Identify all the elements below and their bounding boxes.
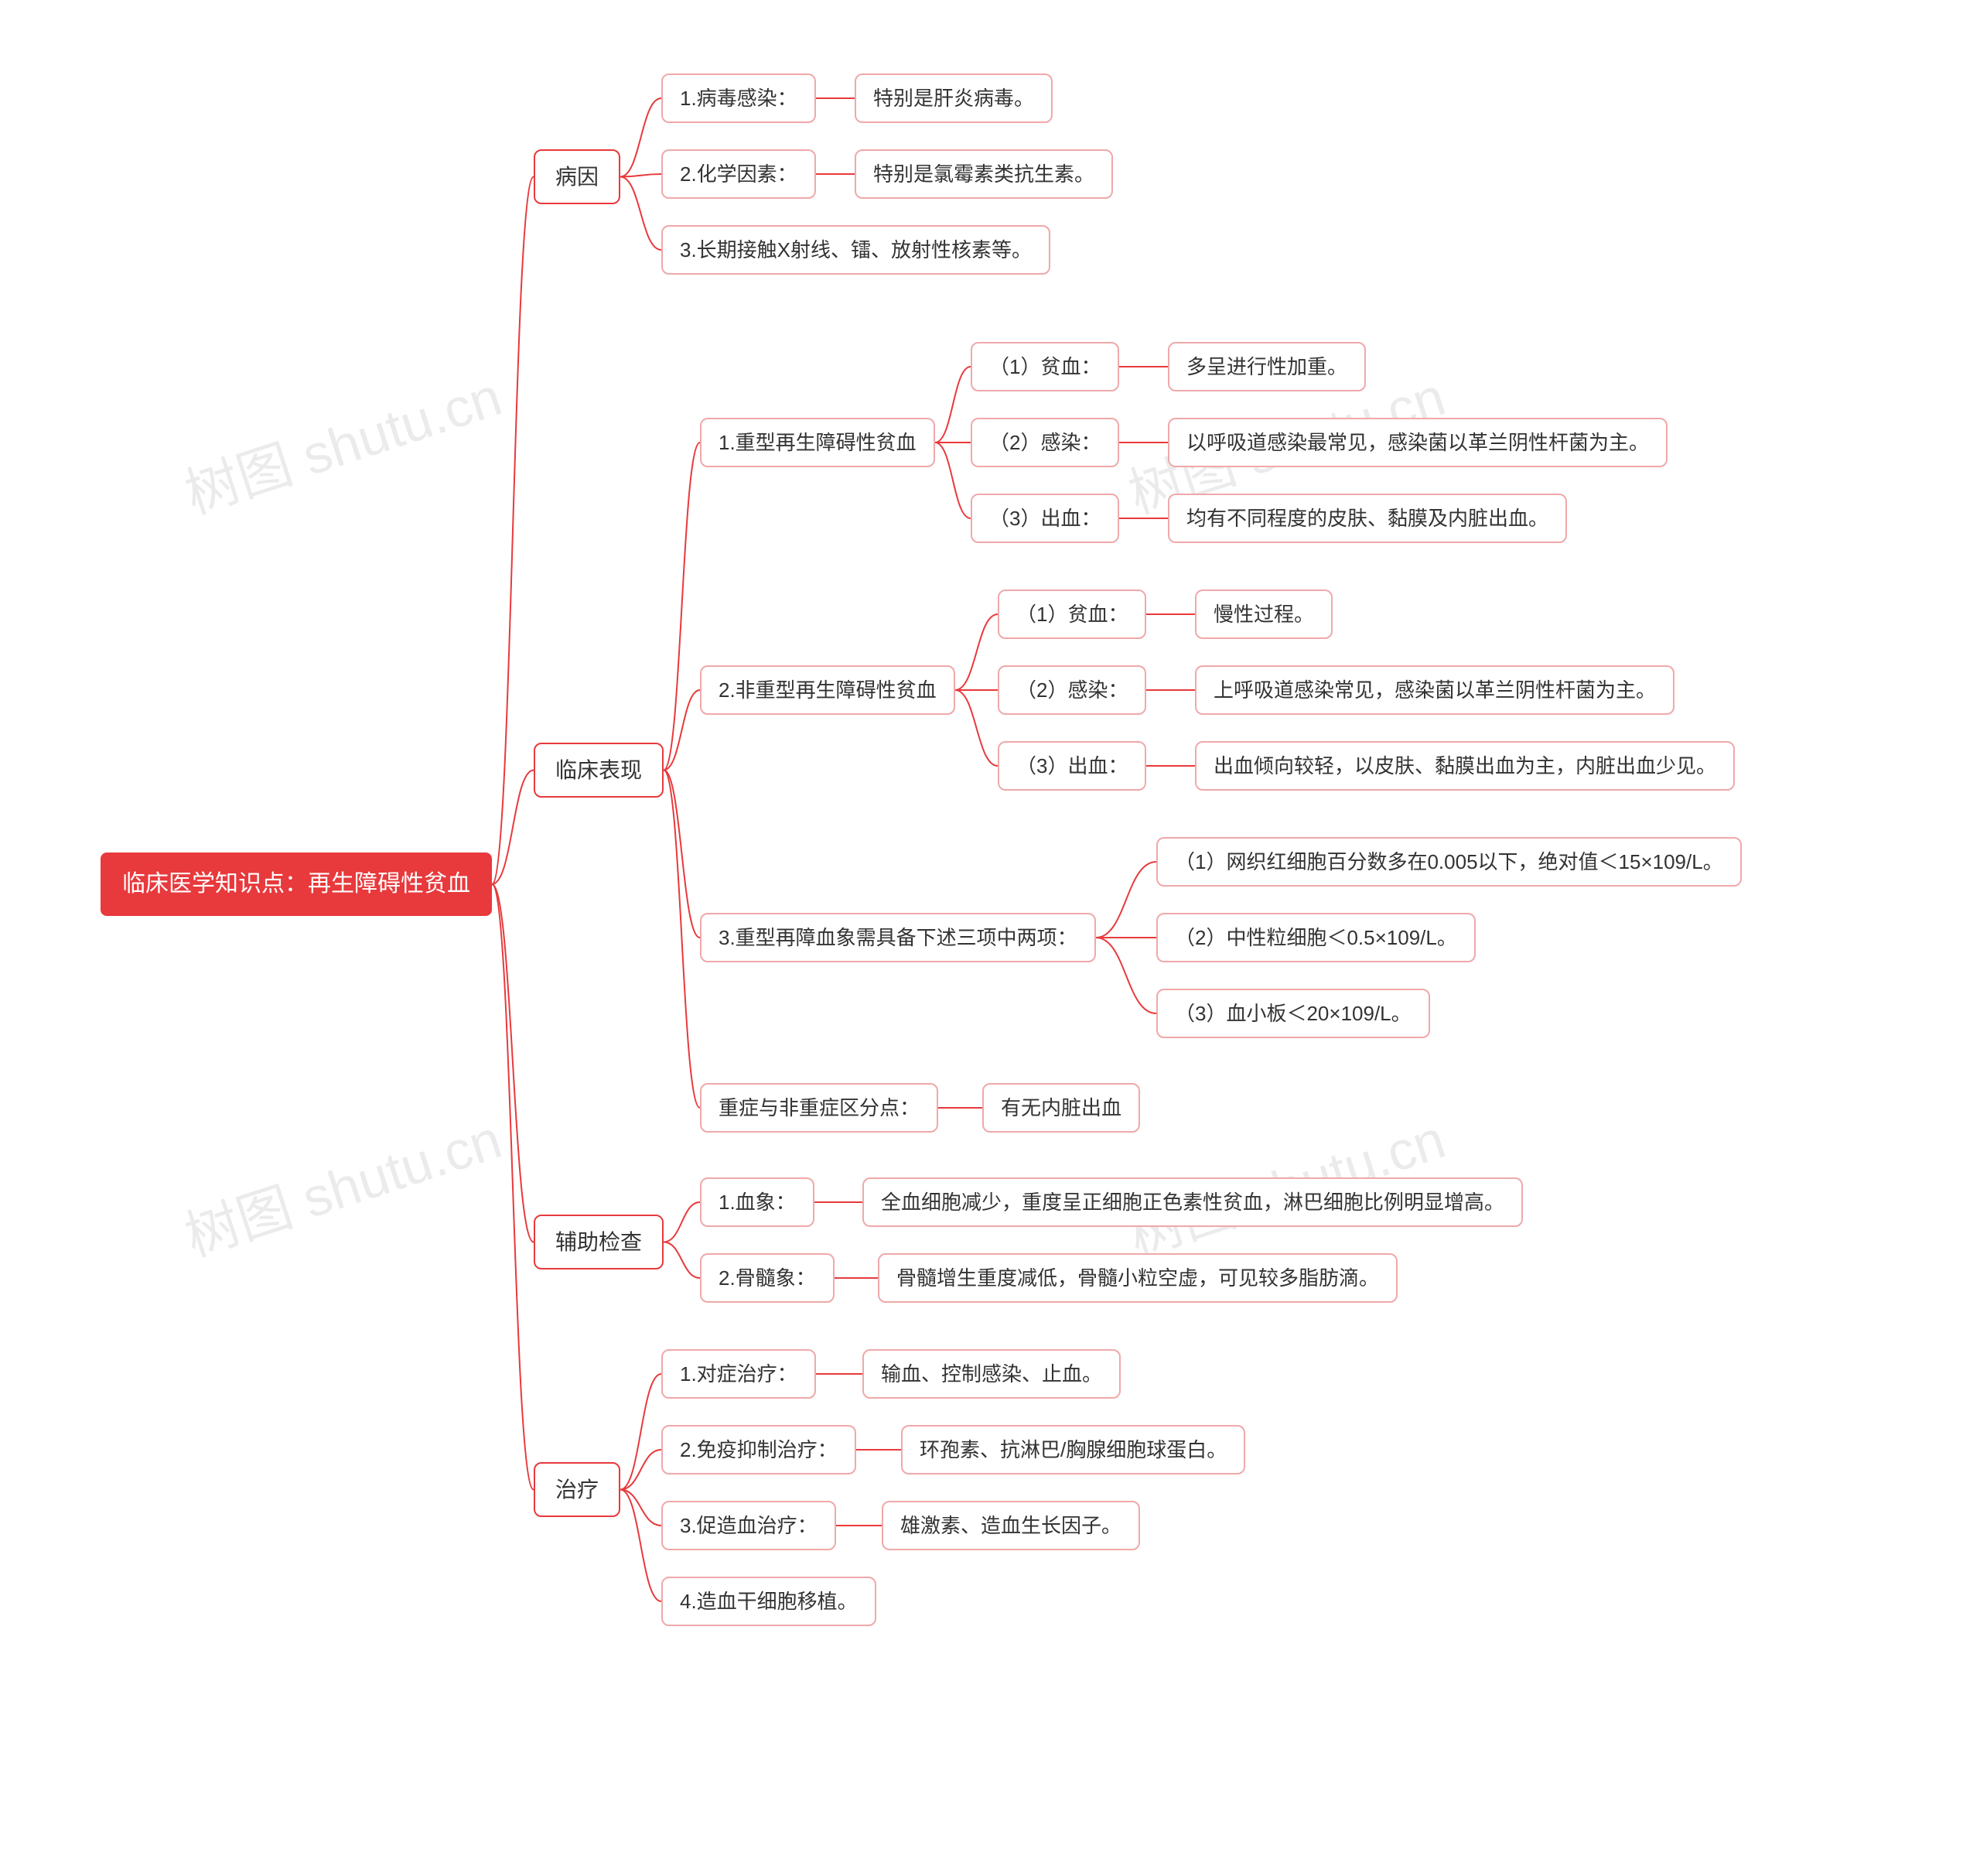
connector [620, 174, 661, 177]
connector [935, 367, 971, 443]
node-b2c1[interactable]: （1）网织红细胞百分数多在0.005以下，绝对值＜15×109/L。 [1156, 837, 1742, 887]
connector [664, 443, 700, 771]
connector [620, 1374, 661, 1490]
mindmap-canvas: 树图 shutu.cn树图 shutu.cn树图 shutu.cn树图 shut… [0, 0, 1980, 1876]
watermark: 树图 shutu.cn [174, 1096, 510, 1272]
node-b2a[interactable]: 1.重型再生障碍性贫血 [700, 418, 935, 467]
node-b1b[interactable]: 2.化学因素： [661, 149, 816, 199]
node-b4a[interactable]: 1.对症治疗： [661, 1349, 816, 1399]
node-b2b2[interactable]: （2）感染： [998, 665, 1146, 715]
node-b2c[interactable]: 3.重型再障血象需具备下述三项中两项： [700, 913, 1096, 962]
node-b2d1[interactable]: 有无内脏出血 [982, 1083, 1140, 1133]
connector [492, 177, 534, 885]
node-b2b3x[interactable]: 出血倾向较轻，以皮肤、黏膜出血为主，内脏出血少见。 [1195, 741, 1735, 791]
node-b2d[interactable]: 重症与非重症区分点： [700, 1083, 938, 1133]
connector [492, 884, 534, 1242]
node-b2b[interactable]: 2.非重型再生障碍性贫血 [700, 665, 955, 715]
node-b4b[interactable]: 2.免疫抑制治疗： [661, 1425, 856, 1474]
node-b2b3[interactable]: （3）出血： [998, 741, 1146, 791]
node-b1a[interactable]: 1.病毒感染： [661, 73, 816, 123]
watermark: 树图 shutu.cn [174, 354, 510, 529]
connector [620, 1450, 661, 1490]
node-b2b2x[interactable]: 上呼吸道感染常见，感染菌以革兰阴性杆菌为主。 [1195, 665, 1674, 715]
node-b1[interactable]: 病因 [534, 149, 620, 204]
node-b2a2[interactable]: （2）感染： [971, 418, 1119, 467]
node-b2c3[interactable]: （3）血小板＜20×109/L。 [1156, 989, 1430, 1038]
node-b1c[interactable]: 3.长期接触X射线、镭、放射性核素等。 [661, 225, 1050, 275]
node-b4a1[interactable]: 输血、控制感染、止血。 [862, 1349, 1121, 1399]
connector [664, 1202, 700, 1242]
node-b3a[interactable]: 1.血象： [700, 1177, 814, 1227]
connector [620, 177, 661, 251]
node-b1a1[interactable]: 特别是肝炎病毒。 [855, 73, 1053, 123]
node-b3a1[interactable]: 全血细胞减少，重度呈正细胞正色素性贫血，淋巴细胞比例明显增高。 [862, 1177, 1523, 1227]
node-b3b[interactable]: 2.骨髓象： [700, 1253, 835, 1303]
connector [620, 1490, 661, 1526]
connector [664, 771, 700, 938]
node-b2[interactable]: 临床表现 [534, 743, 664, 798]
connector [955, 614, 998, 690]
connector [620, 1490, 661, 1602]
node-b4d[interactable]: 4.造血干细胞移植。 [661, 1577, 876, 1626]
node-b2a3[interactable]: （3）出血： [971, 494, 1119, 543]
node-root[interactable]: 临床医学知识点：再生障碍性贫血 [101, 853, 492, 916]
node-b3b1[interactable]: 骨髓增生重度减低，骨髓小粒空虚，可见较多脂肪滴。 [878, 1253, 1398, 1303]
connector [492, 884, 534, 1490]
node-b4b1[interactable]: 环孢素、抗淋巴/胸腺细胞球蛋白。 [901, 1425, 1245, 1474]
node-b2a3x[interactable]: 均有不同程度的皮肤、黏膜及内脏出血。 [1168, 494, 1567, 543]
node-b2a1[interactable]: （1）贫血： [971, 342, 1119, 391]
connector [664, 690, 700, 771]
node-b2c2[interactable]: （2）中性粒细胞＜0.5×109/L。 [1156, 913, 1476, 962]
node-b1b1[interactable]: 特别是氯霉素类抗生素。 [855, 149, 1113, 199]
node-b3[interactable]: 辅助检查 [534, 1215, 664, 1269]
connector [620, 98, 661, 177]
node-b2a2x[interactable]: 以呼吸道感染最常见，感染菌以革兰阴性杆菌为主。 [1168, 418, 1668, 467]
node-b4c1[interactable]: 雄激素、造血生长因子。 [882, 1501, 1140, 1550]
connector [1096, 862, 1156, 938]
connector [1096, 938, 1156, 1013]
connector [935, 443, 971, 518]
connector [664, 1242, 700, 1279]
connector [955, 690, 998, 766]
connector [492, 771, 534, 885]
node-b4[interactable]: 治疗 [534, 1462, 620, 1517]
node-b4c[interactable]: 3.促造血治疗： [661, 1501, 836, 1550]
node-b2b1[interactable]: （1）贫血： [998, 589, 1146, 639]
node-b2b1x[interactable]: 慢性过程。 [1195, 589, 1333, 639]
connector [664, 771, 700, 1109]
node-b2a1x[interactable]: 多呈进行性加重。 [1168, 342, 1366, 391]
